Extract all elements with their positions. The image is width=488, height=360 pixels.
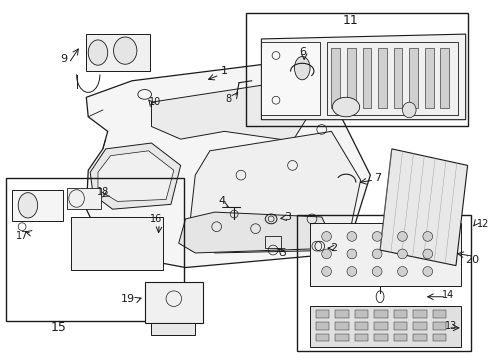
Bar	[393, 334, 407, 342]
Bar	[5, 178, 183, 321]
Bar	[331, 48, 340, 108]
Bar	[432, 334, 446, 342]
Text: 3: 3	[284, 212, 290, 222]
Ellipse shape	[397, 249, 407, 259]
Bar	[354, 322, 367, 330]
Bar	[393, 310, 407, 318]
Bar	[326, 42, 457, 115]
Polygon shape	[90, 143, 180, 209]
Text: 15: 15	[51, 321, 67, 334]
Bar	[79, 224, 151, 265]
Bar	[335, 334, 348, 342]
Ellipse shape	[346, 231, 356, 241]
Bar	[346, 48, 355, 108]
Ellipse shape	[346, 266, 356, 276]
Ellipse shape	[113, 37, 137, 64]
Bar	[315, 322, 329, 330]
Ellipse shape	[294, 57, 309, 80]
Bar	[335, 322, 348, 330]
Bar	[432, 310, 446, 318]
Bar	[265, 237, 280, 248]
Text: 13: 13	[444, 321, 456, 331]
Ellipse shape	[402, 102, 415, 118]
Ellipse shape	[321, 249, 331, 259]
Bar	[71, 217, 163, 270]
Bar	[412, 322, 426, 330]
Ellipse shape	[88, 40, 107, 65]
Polygon shape	[379, 149, 467, 266]
Bar	[354, 310, 367, 318]
Text: 19: 19	[121, 294, 135, 304]
Text: 9: 9	[60, 54, 67, 64]
Ellipse shape	[346, 249, 356, 259]
Bar	[309, 306, 460, 347]
Ellipse shape	[371, 231, 381, 241]
Bar	[424, 48, 433, 108]
Bar	[86, 34, 149, 71]
Text: 7: 7	[373, 173, 380, 183]
Text: 10: 10	[148, 97, 161, 107]
Ellipse shape	[18, 193, 38, 218]
Bar	[297, 215, 469, 351]
Polygon shape	[98, 151, 174, 201]
Ellipse shape	[397, 266, 407, 276]
Ellipse shape	[422, 266, 432, 276]
Text: 1: 1	[221, 66, 227, 76]
Text: 5: 5	[279, 248, 285, 258]
Bar	[67, 188, 101, 209]
Ellipse shape	[332, 97, 359, 117]
Bar	[440, 48, 448, 108]
Text: 12: 12	[476, 219, 488, 229]
Text: 20: 20	[465, 255, 479, 265]
Bar	[245, 13, 467, 126]
Polygon shape	[190, 131, 360, 253]
Polygon shape	[178, 212, 336, 253]
Text: 11: 11	[342, 14, 358, 27]
Text: 2: 2	[329, 243, 336, 253]
Bar	[432, 322, 446, 330]
Text: 4: 4	[219, 197, 225, 206]
Ellipse shape	[422, 249, 432, 259]
Ellipse shape	[321, 266, 331, 276]
Text: 8: 8	[224, 94, 231, 104]
Bar	[408, 48, 417, 108]
Ellipse shape	[371, 266, 381, 276]
Polygon shape	[86, 61, 369, 267]
Ellipse shape	[321, 231, 331, 241]
Bar	[12, 190, 63, 221]
Polygon shape	[261, 34, 465, 120]
Text: 14: 14	[441, 290, 453, 300]
Bar	[144, 282, 203, 323]
Bar	[377, 48, 386, 108]
Text: 16: 16	[150, 214, 162, 224]
Bar	[373, 322, 387, 330]
Text: 6: 6	[298, 46, 305, 57]
Bar	[362, 48, 370, 108]
Bar	[335, 310, 348, 318]
Text: 17: 17	[16, 231, 28, 242]
Ellipse shape	[422, 231, 432, 241]
Bar	[373, 310, 387, 318]
Bar	[412, 310, 426, 318]
Bar	[315, 310, 329, 318]
Bar	[393, 48, 402, 108]
Bar	[309, 223, 460, 286]
Bar	[373, 334, 387, 342]
Bar	[261, 42, 319, 115]
Ellipse shape	[397, 231, 407, 241]
Bar	[393, 322, 407, 330]
Polygon shape	[151, 83, 311, 141]
Bar	[412, 334, 426, 342]
Ellipse shape	[371, 249, 381, 259]
Bar	[354, 334, 367, 342]
Text: 18: 18	[97, 187, 109, 197]
Bar	[151, 323, 195, 335]
Bar	[315, 334, 329, 342]
